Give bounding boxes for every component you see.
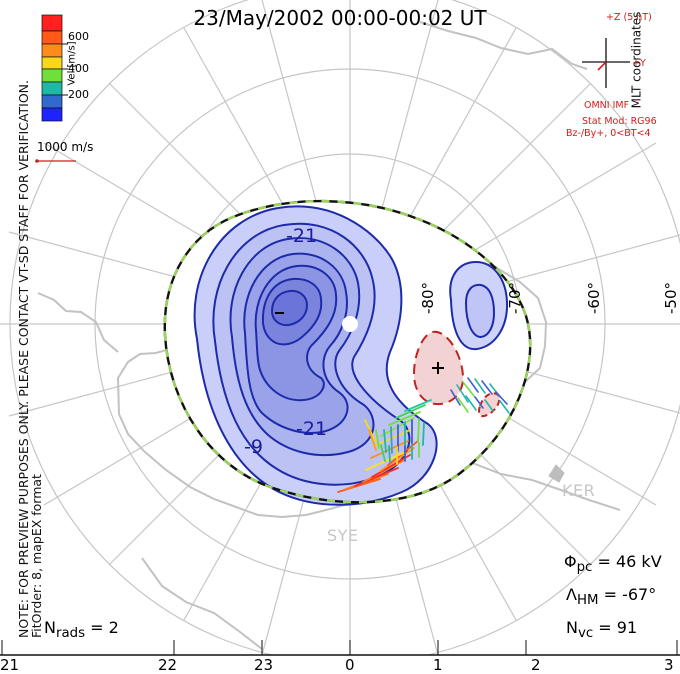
- color-scale: [41, 14, 68, 122]
- imf-z-label: +Z (5 nT): [606, 12, 652, 23]
- latitude-label-70: -70°: [506, 282, 524, 314]
- lambda-symbol: Λ: [566, 585, 577, 604]
- lambda-subscript: HM: [576, 593, 599, 609]
- stat-n-rads: Nrads = 2: [44, 618, 119, 641]
- phi-symbol: Φ: [564, 552, 577, 571]
- x-tick-23: 23: [254, 656, 274, 674]
- station-sye: SYE: [327, 526, 359, 545]
- stat-n-vc: Nvc = 91: [566, 618, 637, 641]
- imf-condition: Bz-/By+, 0<BT<4: [566, 128, 651, 139]
- phi-value: = 46 kV: [597, 552, 662, 571]
- latitude-label-80: -80°: [419, 282, 437, 314]
- contour-label-bottom: -9: [244, 436, 263, 458]
- x-axis: [0, 640, 680, 656]
- n-vc-value: = 91: [598, 618, 638, 637]
- n-rads-subscript: rads: [55, 626, 86, 642]
- x-tick-3: 3: [664, 656, 674, 674]
- imf-y-label: +Y: [632, 58, 646, 69]
- latitude-label-50: -50°: [662, 282, 680, 314]
- phi-subscript: pc: [576, 560, 593, 576]
- imf-model: Stat Mod: RG96: [582, 116, 657, 127]
- n-vc-subscript: vc: [577, 626, 594, 642]
- preview-note: NOTE: FOR PREVIEW PURPOSES ONLY. PLEASE …: [16, 8, 44, 638]
- scale-tick-200: 200: [68, 88, 89, 101]
- velocity-vectors: [337, 377, 510, 493]
- scale-tick-400: 400: [68, 62, 89, 75]
- chart-title: 23/May/2002 00:00-00:02 UT: [193, 6, 487, 30]
- stat-phi-pc: Φpc = 46 kV: [564, 552, 662, 575]
- contour-label-top: -21: [286, 225, 318, 247]
- x-tick-22: 22: [158, 656, 178, 674]
- imf-source: OMNI IMF: [584, 100, 630, 111]
- contour-label-middle: -21: [296, 418, 328, 440]
- symbols: [35, 38, 630, 374]
- reference-vector-label: 1000 m/s: [37, 140, 94, 154]
- x-tick-0: 0: [345, 656, 355, 674]
- x-tick-21: 21: [0, 656, 20, 674]
- x-tick-2: 2: [531, 656, 541, 674]
- scale-tick-600: 600: [68, 30, 89, 43]
- side-note-line-2: FitOrder: 8, mapEX format: [29, 474, 44, 638]
- x-tick-1: 1: [433, 656, 443, 674]
- scale-label: Vel [m/s]: [66, 41, 78, 86]
- potential-contours: [163, 199, 532, 506]
- stat-lambda-hm: ΛHM = -67°: [566, 585, 656, 608]
- station-ker: KER: [562, 481, 596, 500]
- lambda-value: = -67°: [603, 585, 657, 604]
- latitude-label-60: -60°: [585, 282, 603, 314]
- n-rads-value: = 2: [90, 618, 119, 637]
- n-rads-symbol: N: [44, 618, 56, 637]
- n-vc-symbol: N: [566, 618, 578, 637]
